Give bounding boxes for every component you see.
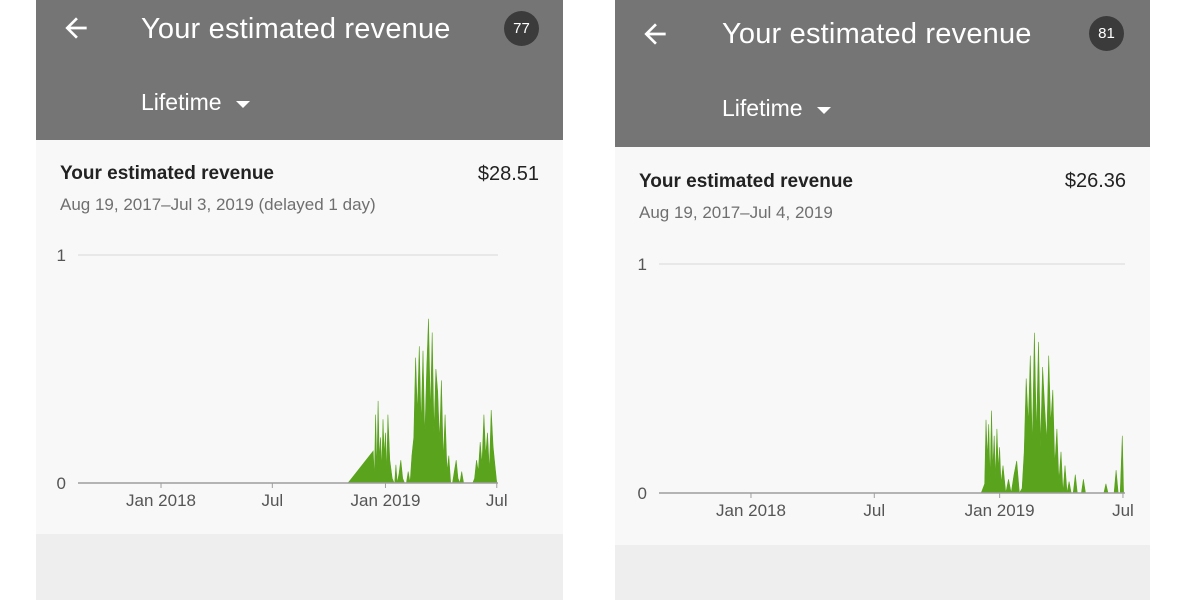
date-range: Aug 19, 2017–Jul 4, 2019	[639, 203, 833, 222]
back-button[interactable]	[60, 12, 92, 44]
x-tick-label: Jul	[1112, 501, 1134, 520]
notification-badge[interactable]: 77	[504, 11, 539, 46]
page-title: Your estimated revenue	[722, 18, 1032, 50]
screen-right: Your estimated revenue 81 Lifetime Your …	[615, 0, 1150, 600]
arrow-back-icon	[65, 17, 87, 39]
x-tick-label: Jan 2018	[716, 501, 786, 520]
app-bar: Your estimated revenue 77 Lifetime	[36, 0, 563, 140]
x-tick-label: Jul	[863, 501, 885, 520]
app-bar: Your estimated revenue 81 Lifetime	[615, 0, 1150, 147]
revenue-card: Your estimated revenue $28.51 Aug 19, 20…	[36, 140, 563, 534]
dropdown-caret-icon	[816, 107, 831, 114]
y-tick-label: 0	[638, 484, 647, 503]
revenue-chart: 0 1 Jan 2018 Jul Jan 2019 Jul	[638, 255, 1134, 520]
card-title: Your estimated revenue	[639, 171, 854, 192]
revenue-value: $28.51	[477, 163, 539, 185]
x-tick-label: Jul	[261, 491, 283, 510]
period-dropdown[interactable]: Lifetime	[141, 89, 250, 116]
y-tick-label: 1	[638, 255, 647, 274]
screen-left: Your estimated revenue 77 Lifetime Your …	[36, 0, 563, 600]
page-title: Your estimated revenue	[141, 13, 451, 45]
x-tick-label: Jan 2018	[126, 491, 196, 510]
back-button[interactable]	[639, 18, 671, 50]
period-label: Lifetime	[141, 89, 222, 115]
revenue-value: $26.36	[1064, 170, 1126, 192]
dropdown-caret-icon	[235, 101, 250, 108]
x-tick-label: Jul	[486, 491, 508, 510]
period-dropdown[interactable]: Lifetime	[722, 95, 831, 122]
notification-badge[interactable]: 81	[1089, 16, 1124, 51]
x-tick-label: Jan 2019	[965, 501, 1035, 520]
revenue-chart: 0 1 Jan 2018 Jul Jan 2019 Jul	[57, 246, 508, 510]
y-tick-label: 1	[57, 246, 66, 265]
revenue-area	[659, 332, 1125, 494]
card-title: Your estimated revenue	[60, 163, 275, 184]
date-range: Aug 19, 2017–Jul 3, 2019 (delayed 1 day)	[60, 195, 376, 214]
x-tick-label: Jan 2019	[350, 491, 420, 510]
period-label: Lifetime	[722, 95, 803, 121]
revenue-area	[78, 318, 498, 485]
revenue-card: Your estimated revenue $26.36 Aug 19, 20…	[615, 147, 1150, 545]
y-tick-label: 0	[57, 474, 66, 493]
arrow-back-icon	[644, 23, 666, 45]
